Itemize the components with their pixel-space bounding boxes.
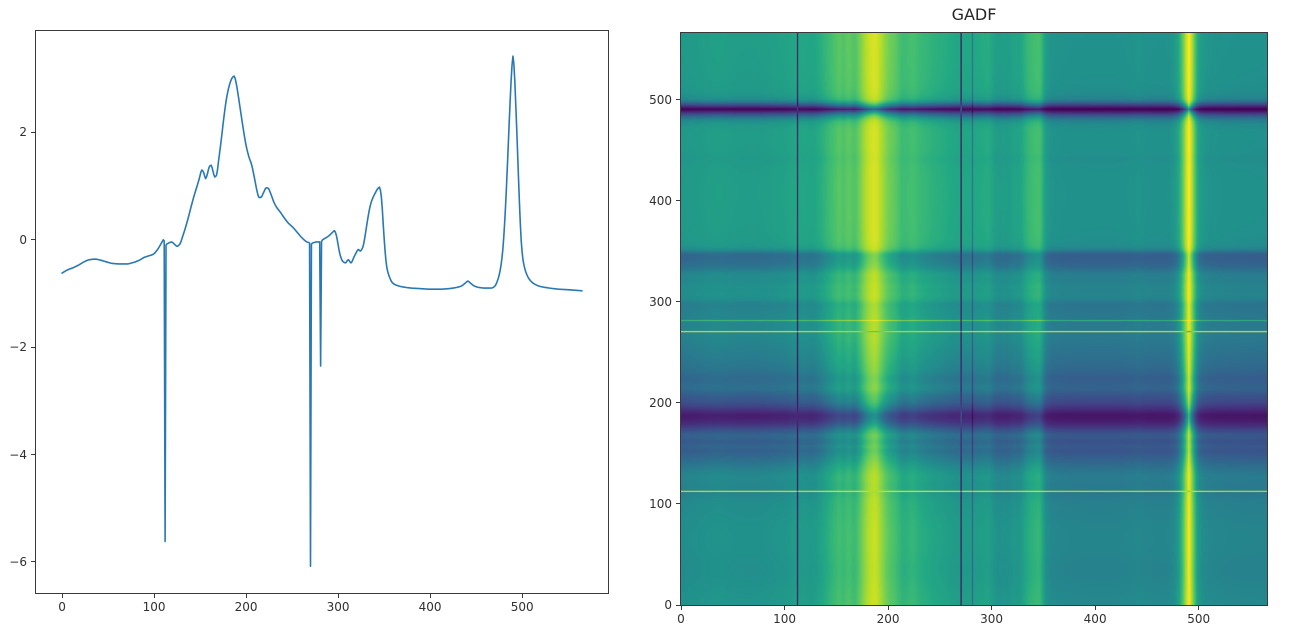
line-chart-x-tick: [153, 594, 155, 598]
gadf-y-tick-label: 400: [649, 193, 672, 208]
gadf-x-tick: [680, 606, 682, 610]
line-chart-x-tick: [337, 594, 339, 598]
line-chart-y-tick: [31, 454, 35, 455]
line-chart-x-tick: [61, 594, 63, 598]
gadf-x-tick: [887, 606, 889, 610]
gadf-plot-title: GADF: [951, 5, 997, 24]
gadf-x-tick: [784, 606, 786, 610]
line-chart-x-tick: [429, 594, 431, 598]
line-chart-axes: [35, 30, 609, 594]
line-chart-x-tick: [521, 594, 523, 598]
gadf-x-tick: [1094, 606, 1096, 610]
gadf-x-tick-label: 300: [980, 612, 1004, 626]
gadf-y-tick: [676, 200, 680, 202]
gadf-x-tick-label: 0: [677, 612, 685, 626]
gadf-y-tick-label: 300: [649, 294, 672, 309]
line-chart-y-tick-label: −4: [9, 447, 27, 462]
line-chart-y-tick-label: −6: [9, 554, 27, 569]
line-chart-y-tick: [31, 346, 35, 348]
line-chart-x-tick-label: 500: [510, 600, 534, 614]
gadf-x-tick: [991, 606, 993, 610]
line-chart-x-tick-label: 0: [58, 600, 66, 614]
gadf-y-tick: [676, 301, 680, 303]
gadf-x-tick-label: 400: [1083, 612, 1107, 626]
gadf-y-tick-label: 500: [649, 92, 672, 107]
line-chart-y-tick-label: 2: [19, 125, 27, 140]
gadf-y-tick-label: 200: [649, 395, 672, 410]
line-chart-y-tick: [31, 239, 35, 241]
line-chart-x-tick: [245, 594, 247, 598]
gadf-x-tick-label: 200: [876, 612, 900, 626]
gadf-y-tick: [676, 604, 680, 606]
line-chart-x-tick-label: 400: [418, 600, 442, 614]
line-chart-y-tick-label: −2: [9, 340, 27, 355]
line-chart-y-tick: [31, 131, 35, 133]
gadf-y-tick: [676, 99, 680, 101]
gadf-heatmap-canvas: [681, 33, 1267, 605]
gadf-x-tick: [1198, 606, 1200, 610]
line-chart-x-tick-label: 300: [326, 600, 350, 614]
line-chart-x-tick-label: 100: [142, 600, 166, 614]
gadf-y-tick: [676, 503, 680, 505]
time-series-line-plot: [61, 55, 583, 567]
gadf-heatmap-axes: [680, 32, 1268, 606]
line-chart-y-tick: [31, 561, 35, 563]
gadf-x-tick-label: 500: [1187, 612, 1211, 626]
gadf-y-tick: [676, 402, 680, 404]
gadf-y-tick-label: 0: [664, 598, 672, 612]
line-chart-y-tick-label: 0: [19, 232, 27, 247]
gadf-x-tick-label: 100: [773, 612, 796, 626]
gadf-y-tick-label: 100: [649, 496, 672, 511]
line-chart-x-tick-label: 200: [234, 600, 258, 614]
